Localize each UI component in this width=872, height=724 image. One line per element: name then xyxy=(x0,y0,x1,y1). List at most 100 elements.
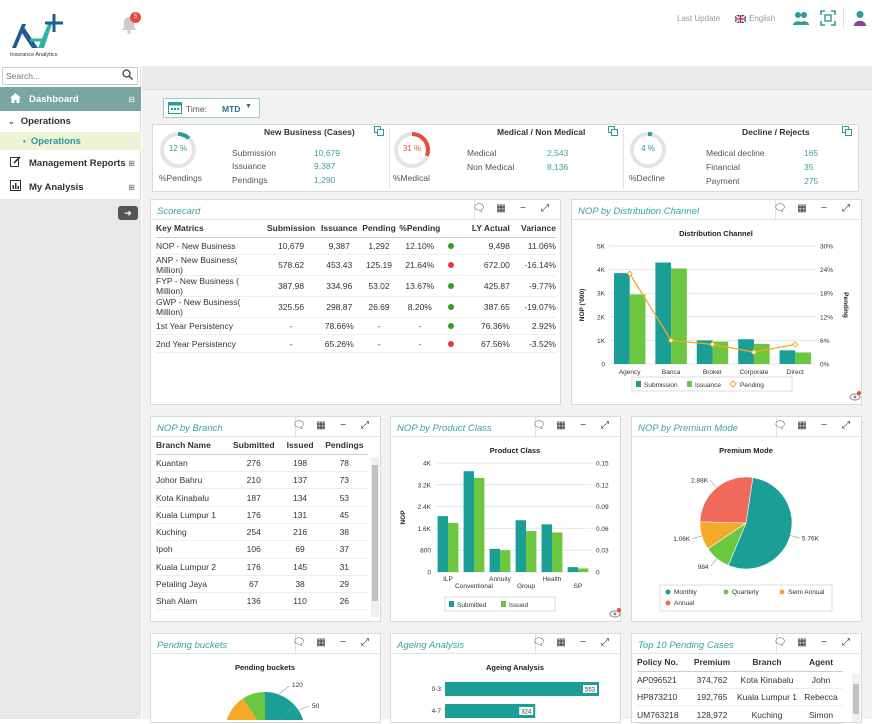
user-profile-icon[interactable] xyxy=(852,10,868,26)
column-header[interactable]: Pendings xyxy=(320,437,368,455)
fullscreen-icon[interactable] xyxy=(820,10,836,26)
table-row[interactable]: 2nd Year Persistency -65.26% - -67.56% -3.52… xyxy=(156,334,556,353)
table-row[interactable]: Kuching 254 216 38 xyxy=(156,523,368,542)
column-header[interactable]: Variance xyxy=(509,220,556,238)
comment-icon[interactable]: 🗨 xyxy=(292,637,306,648)
table-row[interactable]: AP096521 374,762 Kota Kinabalu John xyxy=(637,671,843,690)
comment-icon[interactable]: 🗨 xyxy=(472,203,486,214)
scrollbar[interactable] xyxy=(371,457,379,617)
grid-icon[interactable]: ▦ xyxy=(797,420,807,431)
table-row[interactable]: GWP - New Business( Million) 325.56 298.87… xyxy=(156,296,556,319)
column-header[interactable]: Issuance xyxy=(317,220,362,238)
table-row[interactable]: Kuantan 276 198 78 xyxy=(156,454,368,473)
copy-icon[interactable] xyxy=(608,126,618,138)
minimize-icon[interactable]: − xyxy=(821,637,827,648)
comment-icon[interactable]: 🗨 xyxy=(773,203,787,214)
data-label: 120 xyxy=(292,682,303,689)
table-row[interactable]: UM763218 128,972 Kuching Simon xyxy=(637,705,843,724)
expand-icon[interactable]: ⊞ xyxy=(128,158,135,168)
minimize-icon[interactable]: − xyxy=(580,637,586,648)
table-row[interactable]: Kota Kinabalu 187 134 53 xyxy=(156,488,368,507)
comment-icon[interactable]: 🗨 xyxy=(292,420,306,431)
column-header[interactable]: Branch Name xyxy=(156,437,229,455)
table-row[interactable]: Petaling Jaya 67 38 29 xyxy=(156,575,368,594)
x-tick-label: Banca xyxy=(662,369,681,376)
column-header[interactable]: Pending xyxy=(361,220,397,238)
search-icon[interactable] xyxy=(122,69,134,82)
sidebar-item-operations-group[interactable]: ⌄ Operations xyxy=(0,111,141,131)
scrollbar-thumb[interactable] xyxy=(372,465,378,601)
divider xyxy=(776,634,777,654)
expand-icon[interactable]: ⤢ xyxy=(361,637,369,648)
table-row[interactable]: Johor Bahru 210 137 73 xyxy=(156,471,368,490)
sidebar-item-my-analysis[interactable]: My Analysis ⊞ xyxy=(0,175,141,199)
search-input[interactable] xyxy=(3,68,113,84)
table-row[interactable]: Shah Alam 136 110 26 xyxy=(156,592,368,611)
minimize-icon[interactable]: − xyxy=(821,203,827,214)
column-header[interactable]: LY Actual xyxy=(459,220,510,238)
expand-icon[interactable]: ⤢ xyxy=(601,637,609,648)
column-header[interactable]: %Pending xyxy=(396,220,443,238)
collapse-icon[interactable]: ⊟ xyxy=(128,94,135,104)
column-header[interactable]: Key Matrics xyxy=(156,220,265,238)
grid-icon[interactable]: ▦ xyxy=(797,203,807,214)
column-header[interactable]: Branch xyxy=(735,654,799,672)
grid-icon[interactable]: ▦ xyxy=(496,203,506,214)
comment-icon[interactable]: 🗨 xyxy=(532,420,546,431)
view-icon[interactable] xyxy=(609,608,621,620)
column-header[interactable]: Policy No. xyxy=(637,654,689,672)
expand-icon[interactable]: ⤢ xyxy=(361,420,369,431)
logo[interactable]: Insurance Analytics xyxy=(8,10,78,64)
expand-icon[interactable]: ⤢ xyxy=(842,203,850,214)
language-selector[interactable]: English xyxy=(749,14,776,23)
grid-icon[interactable]: ▦ xyxy=(556,420,566,431)
sidebar-item-dashboard[interactable]: Dashboard ⊟ xyxy=(0,87,141,111)
expand-icon[interactable]: ⤢ xyxy=(842,637,850,648)
minimize-icon[interactable]: − xyxy=(340,420,346,431)
sidebar-item-management-reports[interactable]: Management Reports ⊞ xyxy=(0,151,141,175)
minimize-icon[interactable]: − xyxy=(580,420,586,431)
column-header[interactable]: Issued xyxy=(279,437,321,455)
status-dot-red xyxy=(448,340,455,347)
comment-icon[interactable]: 🗨 xyxy=(532,637,546,648)
table-row[interactable]: Kuala Lumpur 1 176 131 45 xyxy=(156,506,368,524)
view-icon[interactable] xyxy=(849,391,861,403)
copy-icon[interactable] xyxy=(374,126,384,138)
expand-icon[interactable]: ⤢ xyxy=(601,420,609,431)
comment-icon[interactable]: 🗨 xyxy=(773,637,787,648)
y-tick-label: 0-3 xyxy=(432,686,442,693)
table-row[interactable]: 1st Year Persistency -78.66% - -76.36% 2.92% xyxy=(156,317,556,336)
grid-icon[interactable]: ▦ xyxy=(316,637,326,648)
comment-icon[interactable]: 🗨 xyxy=(773,420,787,431)
pendings-pct: 12 % xyxy=(168,144,188,153)
column-header[interactable]: Agent xyxy=(799,654,843,672)
users-icon[interactable] xyxy=(793,10,809,26)
expand-icon[interactable]: ⊞ xyxy=(128,182,135,192)
copy-icon[interactable] xyxy=(842,126,852,138)
minimize-icon[interactable]: − xyxy=(520,203,526,214)
grid-icon[interactable]: ▦ xyxy=(556,637,566,648)
expand-icon[interactable]: ⤢ xyxy=(842,420,850,431)
grid-icon[interactable]: ▦ xyxy=(316,420,326,431)
minimize-icon[interactable]: − xyxy=(340,637,346,648)
column-header[interactable] xyxy=(442,220,460,238)
minimize-icon[interactable]: − xyxy=(821,420,827,431)
column-header[interactable]: Submission xyxy=(264,220,318,238)
table-row[interactable]: ANP - New Business( Million) 578.62 453.43… xyxy=(156,254,556,277)
table-row[interactable]: Ipoh 106 69 37 xyxy=(156,540,368,559)
column-header[interactable]: Premium xyxy=(689,654,735,672)
table-row[interactable]: FYP - New Business ( Million) 387.98 334.9… xyxy=(156,275,556,298)
table-row[interactable]: NOP - New Business 10,679 9,387 1,292 12.10%… xyxy=(156,237,556,256)
column-header[interactable]: Submitted xyxy=(228,437,280,455)
table-row[interactable]: HP873210 192,765 Kuala Lumpur 1 Rebecca xyxy=(637,688,843,707)
sidebar-item-operations[interactable]: • Operations xyxy=(0,132,141,150)
scrollbar[interactable] xyxy=(852,674,860,722)
y2-tick-label: 0.12 xyxy=(596,482,609,489)
table-row[interactable]: Kuala Lumpur 2 176 145 31 xyxy=(156,558,368,576)
grid-icon[interactable]: ▦ xyxy=(797,637,807,648)
time-filter[interactable]: Time: MTD ▼ xyxy=(163,98,260,118)
x-tick-label: Direct xyxy=(787,369,804,376)
sidebar-collapse-button[interactable]: ➜ xyxy=(118,206,138,220)
scrollbar-thumb[interactable] xyxy=(853,684,859,714)
expand-icon[interactable]: ⤢ xyxy=(541,203,549,214)
